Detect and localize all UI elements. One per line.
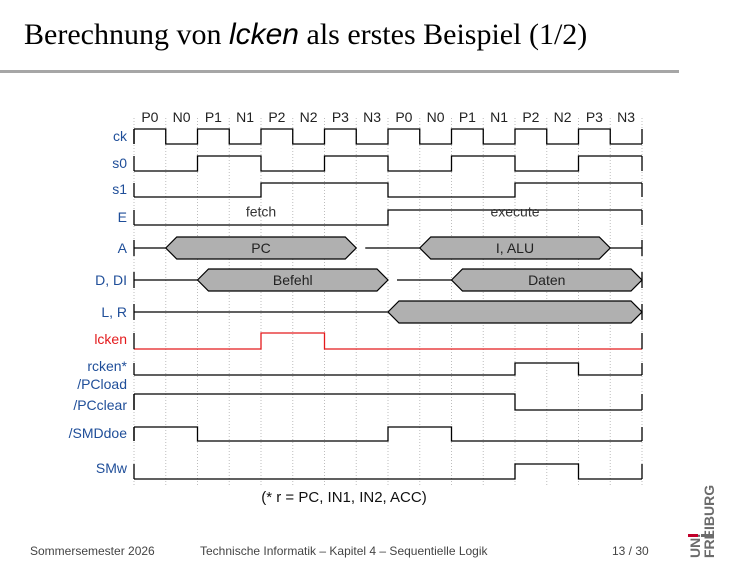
phase-label: P0 bbox=[395, 109, 412, 125]
signal-waveform bbox=[134, 128, 642, 145]
signal-annotation: fetch bbox=[246, 204, 276, 220]
title-suffix: als erstes Beispiel (1/2) bbox=[299, 18, 588, 51]
phase-label: N2 bbox=[554, 109, 572, 125]
timing-diagram: P0 N0 P1 N1 P2 N2 P3 N3 P0 N0 P1 N1 P2 N2 P3 N3 ck s0 s1 E f… bbox=[69, 109, 643, 506]
phase-label: P2 bbox=[522, 109, 539, 125]
diagram-footnote: (* r = PC, IN1, IN2, ACC) bbox=[261, 489, 426, 506]
bus-value-segment bbox=[387, 300, 643, 324]
signal-label: D, DI bbox=[95, 272, 127, 288]
signal-label: L, R bbox=[101, 304, 127, 320]
signal-waveform bbox=[134, 209, 642, 226]
signal-waveform bbox=[134, 426, 642, 442]
bus-value-label: PC bbox=[251, 240, 270, 256]
footer-page-number: 13 / 30 bbox=[612, 544, 649, 558]
signal-waveform bbox=[134, 393, 642, 411]
signal-label: SMw bbox=[96, 460, 128, 476]
title-rule bbox=[0, 70, 679, 73]
signal-label: ck bbox=[113, 128, 128, 144]
logo-text-freiburg: FREIBURG bbox=[701, 485, 717, 558]
phase-label: P1 bbox=[205, 109, 222, 125]
signal-label: rcken* bbox=[87, 358, 127, 374]
bus-value-label: Befehl bbox=[273, 272, 313, 288]
phase-label: N2 bbox=[300, 109, 318, 125]
signal-label: /PCclear bbox=[73, 397, 127, 413]
logo-text-uni: UNI bbox=[688, 534, 703, 558]
slide-title: Berechnung von lcken als erstes Beispiel… bbox=[24, 18, 587, 52]
footer-course: Technische Informatik – Kapitel 4 – Sequ… bbox=[200, 544, 488, 558]
signal-label: E bbox=[118, 209, 127, 225]
bus-value-segment bbox=[196, 268, 389, 292]
signal-waveform bbox=[134, 362, 642, 376]
phase-label: N3 bbox=[617, 109, 635, 125]
signal-label: A bbox=[118, 240, 128, 256]
phase-label: N1 bbox=[236, 109, 254, 125]
logo-accent-bar-grey bbox=[701, 534, 713, 537]
footer-semester: Sommersemester 2026 bbox=[30, 544, 155, 558]
phase-label: P3 bbox=[586, 109, 603, 125]
phase-label: P3 bbox=[332, 109, 349, 125]
signal-annotation: execute bbox=[490, 204, 539, 220]
title-prefix: Berechnung von bbox=[24, 18, 229, 51]
university-logo: UNI FREIBURG bbox=[688, 485, 717, 558]
phase-label: N0 bbox=[173, 109, 191, 125]
phase-label: N1 bbox=[490, 109, 508, 125]
logo-accent-bar bbox=[688, 534, 698, 537]
signal-waveform bbox=[134, 332, 642, 350]
signal-label: lcken bbox=[94, 331, 127, 347]
title-emphasis: lcken bbox=[228, 18, 299, 51]
signal-waveform bbox=[134, 463, 642, 480]
phase-label: N0 bbox=[427, 109, 445, 125]
phase-label: P1 bbox=[459, 109, 476, 125]
bus-value-label: I, ALU bbox=[496, 240, 534, 256]
signal-label: /SMDdoe bbox=[69, 425, 128, 441]
signal-label: /PCload bbox=[77, 376, 127, 392]
phase-label: N3 bbox=[363, 109, 381, 125]
signal-waveform bbox=[134, 155, 642, 172]
signal-label: s0 bbox=[112, 155, 127, 171]
bus-value-label: Daten bbox=[528, 272, 565, 288]
signal-label: s1 bbox=[112, 181, 127, 197]
phase-label: P0 bbox=[141, 109, 158, 125]
bus-value-segment bbox=[164, 236, 358, 260]
signal-waveform bbox=[134, 182, 642, 198]
phase-label: P2 bbox=[268, 109, 285, 125]
